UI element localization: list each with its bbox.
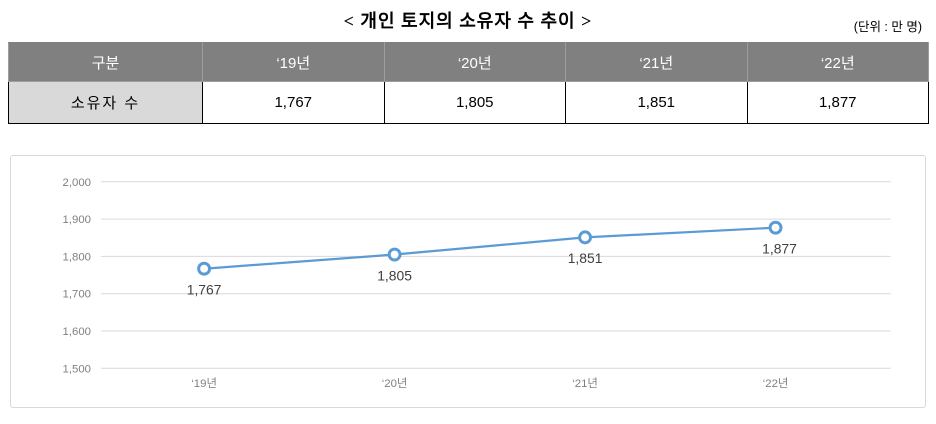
svg-text:‘19년: ‘19년 (191, 377, 217, 390)
svg-text:1,500: 1,500 (62, 363, 91, 375)
line-chart: 1,500 1,600 1,700 1,800 1,900 2,000 ‘19년 ‘20년 ‘2… (10, 155, 926, 408)
svg-text:2,000: 2,000 (62, 177, 91, 189)
svg-text:1,805: 1,805 (377, 267, 412, 283)
svg-text:1,900: 1,900 (62, 214, 91, 226)
col-header-y20: ‘20년 (383, 42, 566, 82)
unit-label: (단위 : 만 명) (853, 20, 922, 34)
value-y20: 1,805 (383, 81, 566, 124)
svg-text:1,600: 1,600 (62, 326, 91, 338)
col-header-y22: ‘22년 (746, 42, 929, 82)
svg-text:1,700: 1,700 (62, 289, 91, 301)
value-y22: 1,877 (746, 81, 929, 124)
row-label-owner-count: 소유자 수 (8, 81, 203, 124)
header: < 개인 토지의 소유자 수 추이 > (단위 : 만 명) (0, 6, 936, 38)
col-header-category: 구분 (8, 42, 203, 82)
svg-text:1,800: 1,800 (62, 251, 91, 263)
col-header-y21: ‘21년 (565, 42, 748, 82)
svg-text:1,851: 1,851 (568, 250, 603, 266)
value-y19: 1,767 (202, 81, 385, 124)
svg-text:‘21년: ‘21년 (572, 377, 598, 390)
svg-text:1,877: 1,877 (762, 240, 797, 256)
owners-table: 구분 ‘19년 ‘20년 ‘21년 ‘22년 소유자 수 1,767 1,805… (8, 42, 929, 124)
col-header-y19: ‘19년 (202, 42, 385, 82)
table-row: 소유자 수 1,767 1,805 1,851 1,877 (8, 81, 929, 124)
table-header-row: 구분 ‘19년 ‘20년 ‘21년 ‘22년 (8, 42, 929, 82)
svg-text:‘22년: ‘22년 (763, 377, 789, 390)
svg-text:‘20년: ‘20년 (382, 377, 408, 390)
value-y21: 1,851 (565, 81, 748, 124)
line-chart-canvas: 1,500 1,600 1,700 1,800 1,900 2,000 ‘19년 ‘20년 ‘2… (62, 177, 891, 390)
page-title: < 개인 토지의 소유자 수 추이 > (343, 11, 593, 31)
svg-text:1,767: 1,767 (187, 282, 222, 298)
